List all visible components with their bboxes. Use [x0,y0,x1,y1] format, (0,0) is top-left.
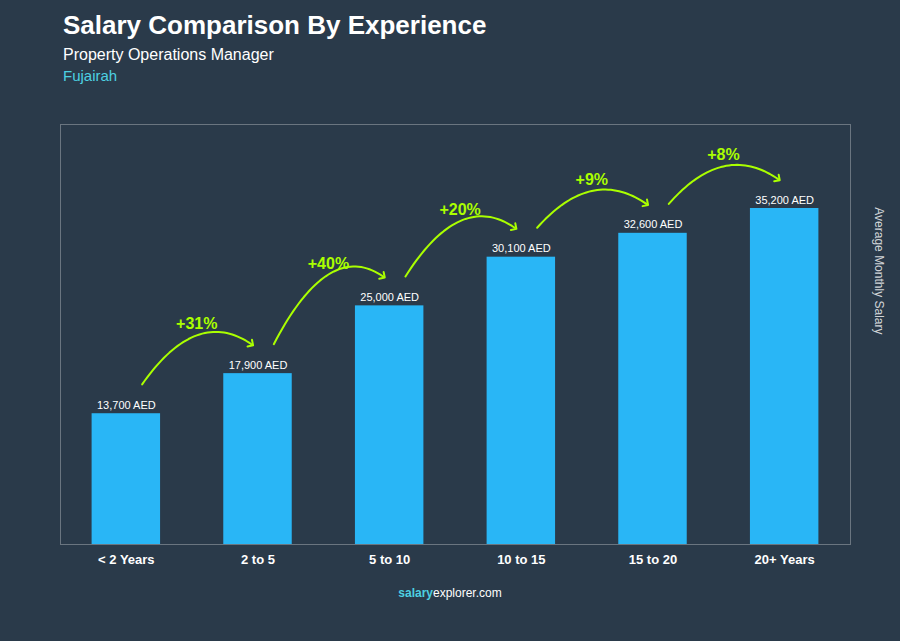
svg-text:2 to 5: 2 to 5 [241,552,275,567]
svg-text:+31%: +31% [176,315,217,332]
svg-text:+20%: +20% [439,201,480,218]
svg-text:15 to 20: 15 to 20 [629,552,677,567]
svg-text:17,900 AED: 17,900 AED [229,359,288,371]
svg-text:35,200 AED: 35,200 AED [755,193,814,205]
svg-text:5 to 10: 5 to 10 [369,552,410,567]
svg-text:10 to 15: 10 to 15 [497,552,545,567]
svg-text:+8%: +8% [707,146,739,163]
svg-text:< 2 Years: < 2 Years [98,552,155,567]
svg-text:+40%: +40% [308,254,349,271]
svg-text:30,100 AED: 30,100 AED [492,242,551,254]
svg-text:20+ Years: 20+ Years [755,552,815,567]
html-text:Salary Comparison By Experienc: Salary Comparison By Experience [63,10,487,40]
svg-text:25,000 AED: 25,000 AED [360,291,419,303]
svg-text:32,600 AED: 32,600 AED [624,218,683,230]
html-text:salary explorer.com: salary explorer.com [398,585,502,600]
svg-text:+9%: +9% [576,171,608,188]
svg-text:13,700 AED: 13,700 AED [97,399,156,411]
svg-text:Average Monthly Salary: Average Monthly Salary [872,207,886,334]
html-text:Fujairah: Fujairah [63,67,118,85]
html-text:Property Operations Manager: Property Operations Manager [63,46,274,64]
